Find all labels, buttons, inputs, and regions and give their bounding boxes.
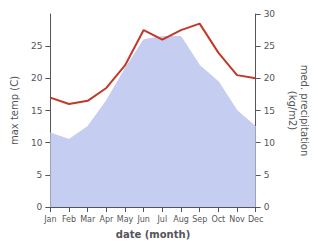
svg-text:Oct: Oct [211,215,225,224]
svg-text:30: 30 [264,9,276,19]
svg-text:20: 20 [264,73,276,83]
svg-text:Feb: Feb [62,215,76,224]
svg-text:Sep: Sep [192,215,207,224]
svg-text:Jan: Jan [43,215,56,224]
svg-text:Nov: Nov [229,215,245,224]
svg-text:Jun: Jun [136,215,150,224]
svg-text:10: 10 [264,138,276,148]
svg-text:0: 0 [264,202,270,212]
svg-text:0: 0 [37,202,43,212]
svg-text:5: 5 [264,170,270,180]
svg-text:Aug: Aug [173,215,189,224]
svg-text:5: 5 [37,170,43,180]
svg-text:Apr: Apr [99,215,114,224]
svg-text:max temp (C): max temp (C) [9,76,20,145]
svg-text:15: 15 [264,106,275,116]
svg-text:Jul: Jul [157,215,168,224]
svg-text:25: 25 [264,41,275,51]
svg-text:med. precipitation: med. precipitation [299,65,310,157]
svg-text:date (month): date (month) [116,229,190,240]
svg-text:20: 20 [31,73,43,83]
svg-text:(kg/m2): (kg/m2) [287,91,298,131]
svg-text:15: 15 [31,106,42,116]
svg-text:10: 10 [31,138,43,148]
svg-text:25: 25 [31,41,42,51]
svg-text:Dec: Dec [248,215,263,224]
svg-text:May: May [117,215,134,224]
svg-text:Mar: Mar [80,215,96,224]
